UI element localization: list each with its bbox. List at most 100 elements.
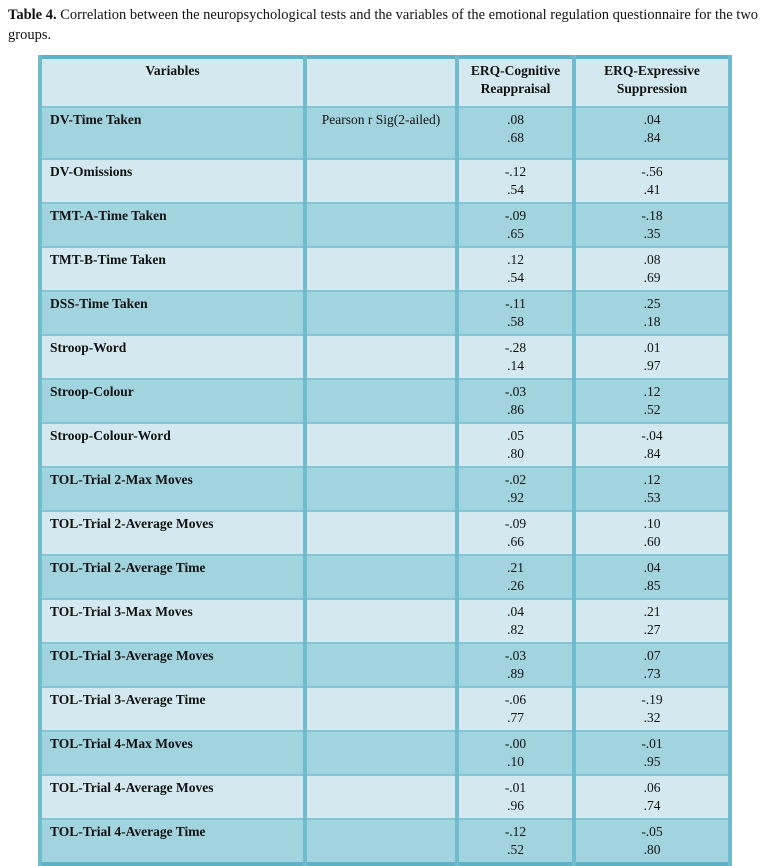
sig-value: .86 xyxy=(507,402,524,418)
sig-value: .14 xyxy=(507,358,524,374)
statistic-note xyxy=(303,290,459,337)
pearson-r-value: -.12 xyxy=(504,164,527,180)
sig-value: .32 xyxy=(643,710,661,726)
statistic-note xyxy=(303,378,459,425)
cognitive-reappraisal-cell: -.02 .92 xyxy=(455,466,576,513)
sig-value: .97 xyxy=(643,358,661,374)
pearson-r-value: .04 xyxy=(643,112,661,128)
sig-value: .89 xyxy=(507,666,524,682)
table-row: Stroop-Colour -.03 .86 .12 .52 xyxy=(38,378,732,425)
table-row: TOL-Trial 2-Average Time .21 .26 .04 .85 xyxy=(38,554,732,601)
pearson-r-value: .12 xyxy=(643,384,661,400)
sig-value: .74 xyxy=(643,798,661,814)
sig-value: .18 xyxy=(643,314,661,330)
table-row: TOL-Trial 3-Average Time -.06 .77 -.19 .… xyxy=(38,686,732,733)
correlation-table-body: DV-Time Taken Pearson r Sig(2-ailed) .08… xyxy=(38,106,732,866)
sig-value: .54 xyxy=(507,182,524,198)
statistic-note xyxy=(303,598,459,645)
cognitive-reappraisal-cell: -.12 .54 xyxy=(455,158,576,205)
header-variables: Variables xyxy=(38,56,307,109)
expressive-suppression-cell: -.01 .95 xyxy=(572,730,732,777)
pearson-r-value: -.03 xyxy=(504,648,527,664)
sig-value: .84 xyxy=(643,130,661,146)
table-caption-text: Correlation between the neuropsychologic… xyxy=(8,7,759,43)
header-blank xyxy=(303,56,459,109)
sig-value: .82 xyxy=(507,622,524,638)
statistic-note xyxy=(303,730,459,777)
pearson-r-value: -.04 xyxy=(641,428,663,444)
sig-value: .10 xyxy=(507,754,524,770)
variable-label: DV-Time Taken xyxy=(38,106,307,161)
sig-value: .95 xyxy=(643,754,661,770)
variable-label: Stroop-Colour xyxy=(38,378,307,425)
variable-label: Stroop-Colour-Word xyxy=(38,422,307,469)
sig-value: .68 xyxy=(507,130,524,146)
variable-label: TOL-Trial 4-Average Moves xyxy=(38,774,307,821)
sig-value: .58 xyxy=(507,314,524,330)
sig-value: .80 xyxy=(643,842,661,858)
statistic-note: Pearson r Sig(2-ailed) xyxy=(303,106,459,161)
expressive-suppression-cell: .01 .97 xyxy=(572,334,732,381)
table-row: TOL-Trial 3-Average Moves -.03 .89 .07 .… xyxy=(38,642,732,689)
sig-value: .73 xyxy=(643,666,661,682)
pearson-r-value: .12 xyxy=(643,472,661,488)
sig-value: .92 xyxy=(507,490,524,506)
pearson-r-value: -.06 xyxy=(504,692,527,708)
pearson-r-value: .04 xyxy=(507,604,524,620)
sig-value: .77 xyxy=(507,710,524,726)
header-erq-cognitive-reappraisal: ERQ-Cognitive Reappraisal xyxy=(455,56,576,109)
expressive-suppression-cell: .07 .73 xyxy=(572,642,732,689)
sig-value: .69 xyxy=(643,270,661,286)
pearson-r-value: -.02 xyxy=(504,472,527,488)
cognitive-reappraisal-cell: .04 .82 xyxy=(455,598,576,645)
statistic-note xyxy=(303,466,459,513)
sig-value: .80 xyxy=(507,446,524,462)
variable-label: TOL-Trial 4-Average Time xyxy=(38,818,307,866)
expressive-suppression-cell: .04 .84 xyxy=(572,106,732,161)
cognitive-reappraisal-cell: -.09 .66 xyxy=(455,510,576,557)
variable-label: TOL-Trial 4-Max Moves xyxy=(38,730,307,777)
expressive-suppression-cell: .12 .52 xyxy=(572,378,732,425)
pearson-r-value: -.01 xyxy=(504,780,527,796)
sig-value: .35 xyxy=(643,226,661,242)
expressive-suppression-cell: -.19 .32 xyxy=(572,686,732,733)
statistic-note xyxy=(303,686,459,733)
table-row: TMT-A-Time Taken -.09 .65 -.18 .35 xyxy=(38,202,732,249)
table-row: TOL-Trial 2-Max Moves -.02 .92 .12 .53 xyxy=(38,466,732,513)
sig-value: .53 xyxy=(643,490,661,506)
expressive-suppression-cell: .06 .74 xyxy=(572,774,732,821)
cognitive-reappraisal-cell: -.01 .96 xyxy=(455,774,576,821)
cognitive-reappraisal-cell: .12 .54 xyxy=(455,246,576,293)
table-row: Stroop-Word -.28 .14 .01 .97 xyxy=(38,334,732,381)
pearson-r-value: .05 xyxy=(507,428,524,444)
cognitive-reappraisal-cell: -.09 .65 xyxy=(455,202,576,249)
cognitive-reappraisal-cell: .21 .26 xyxy=(455,554,576,601)
statistic-note xyxy=(303,554,459,601)
cognitive-reappraisal-cell: -.12 .52 xyxy=(455,818,576,866)
expressive-suppression-cell: -.04 .84 xyxy=(572,422,732,469)
cognitive-reappraisal-cell: .08 .68 xyxy=(455,106,576,161)
pearson-r-value: -.19 xyxy=(641,692,663,708)
cognitive-reappraisal-cell: .05 .80 xyxy=(455,422,576,469)
statistic-note xyxy=(303,246,459,293)
variable-label: DSS-Time Taken xyxy=(38,290,307,337)
expressive-suppression-cell: .08 .69 xyxy=(572,246,732,293)
cognitive-reappraisal-cell: -.03 .86 xyxy=(455,378,576,425)
variable-label: TOL-Trial 3-Average Time xyxy=(38,686,307,733)
table-row: TOL-Trial 4-Average Moves -.01 .96 .06 .… xyxy=(38,774,732,821)
pearson-r-value: -.11 xyxy=(505,296,526,312)
variable-label: Stroop-Word xyxy=(38,334,307,381)
pearson-r-value: .01 xyxy=(643,340,661,356)
expressive-suppression-cell: .10 .60 xyxy=(572,510,732,557)
table-row: TMT-B-Time Taken .12 .54 .08 .69 xyxy=(38,246,732,293)
pearson-r-value: -.28 xyxy=(504,340,527,356)
table-row: Stroop-Colour-Word .05 .80 -.04 .84 xyxy=(38,422,732,469)
table-row: TOL-Trial 4-Max Moves -.00 .10 -.01 .95 xyxy=(38,730,732,777)
pearson-r-value: -.09 xyxy=(504,516,527,532)
table-row: TOL-Trial 3-Max Moves .04 .82 .21 .27 xyxy=(38,598,732,645)
statistic-note xyxy=(303,510,459,557)
table-row: DV-Time Taken Pearson r Sig(2-ailed) .08… xyxy=(38,106,732,161)
variable-label: TOL-Trial 2-Average Moves xyxy=(38,510,307,557)
expressive-suppression-cell: .21 .27 xyxy=(572,598,732,645)
expressive-suppression-cell: -.18 .35 xyxy=(572,202,732,249)
